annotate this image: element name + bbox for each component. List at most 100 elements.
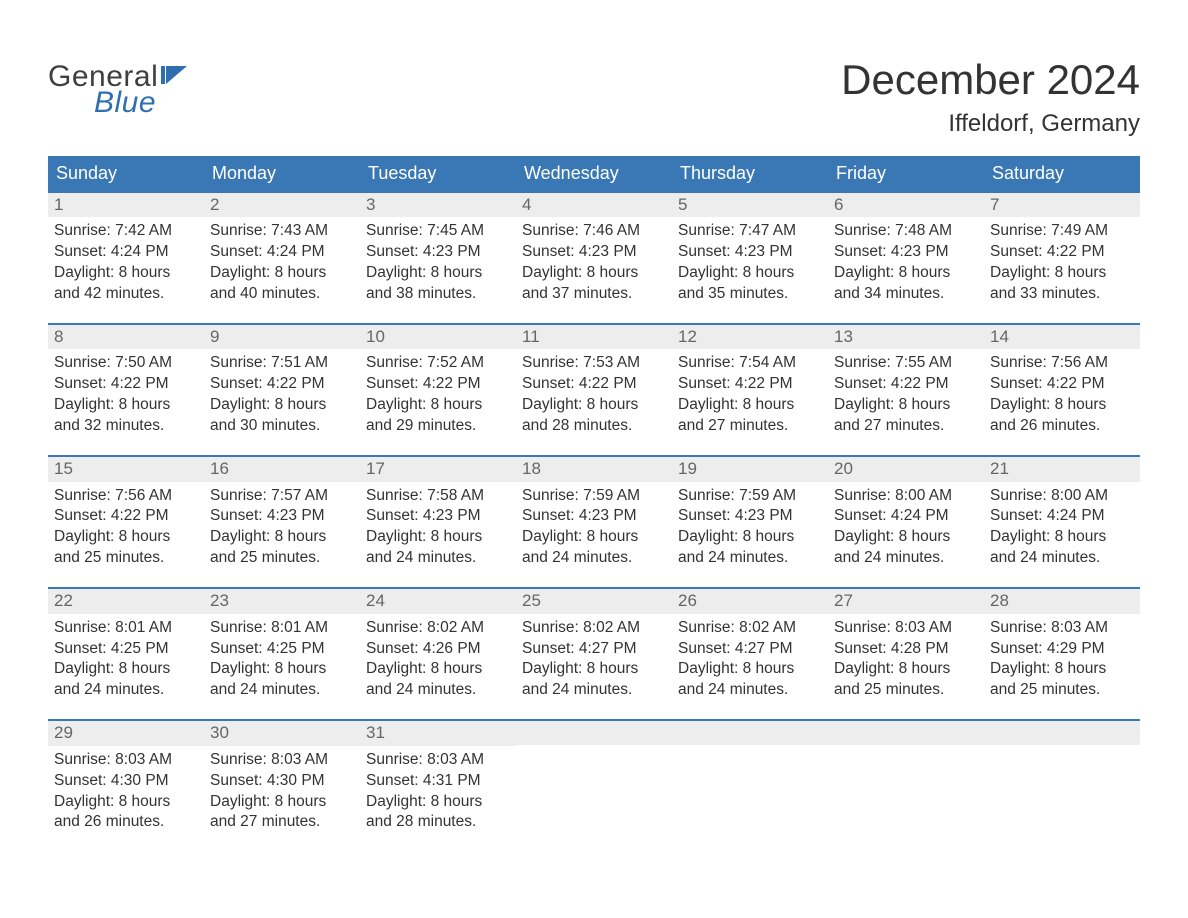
- day-number: 19: [672, 457, 828, 481]
- day-number: 21: [984, 457, 1140, 481]
- sunset-line: Sunset: 4:22 PM: [522, 374, 666, 395]
- sunrise-line: Sunrise: 8:00 AM: [834, 486, 978, 507]
- daylight-line-2: and 24 minutes.: [210, 680, 354, 701]
- day-number: 28: [984, 589, 1140, 613]
- day-number: 31: [360, 721, 516, 745]
- sunset-line: Sunset: 4:23 PM: [522, 506, 666, 527]
- sunrise-line: Sunrise: 7:57 AM: [210, 486, 354, 507]
- sunrise-line: Sunrise: 8:03 AM: [834, 618, 978, 639]
- sunrise-line: Sunrise: 7:55 AM: [834, 353, 978, 374]
- daylight-line-1: Daylight: 8 hours: [678, 395, 822, 416]
- logo: General Blue: [48, 48, 189, 120]
- day-body: Sunrise: 7:48 AMSunset: 4:23 PMDaylight:…: [828, 217, 984, 305]
- daylight-line-2: and 28 minutes.: [366, 812, 510, 833]
- weekday-header-cell: Saturday: [984, 156, 1140, 191]
- day-body: Sunrise: 7:59 AMSunset: 4:23 PMDaylight:…: [672, 482, 828, 570]
- sunrise-line: Sunrise: 7:45 AM: [366, 221, 510, 242]
- daylight-line-2: and 25 minutes.: [210, 548, 354, 569]
- sunset-line: Sunset: 4:31 PM: [366, 771, 510, 792]
- day-body: Sunrise: 8:03 AMSunset: 4:29 PMDaylight:…: [984, 614, 1140, 702]
- sunset-line: Sunset: 4:24 PM: [210, 242, 354, 263]
- daylight-line-1: Daylight: 8 hours: [678, 659, 822, 680]
- sunrise-line: Sunrise: 7:56 AM: [54, 486, 198, 507]
- day-body: Sunrise: 8:02 AMSunset: 4:27 PMDaylight:…: [672, 614, 828, 702]
- sunset-line: Sunset: 4:22 PM: [54, 506, 198, 527]
- daylight-line-1: Daylight: 8 hours: [210, 527, 354, 548]
- day-cell: 3Sunrise: 7:45 AMSunset: 4:23 PMDaylight…: [360, 193, 516, 305]
- daylight-line-1: Daylight: 8 hours: [366, 527, 510, 548]
- day-cell: 11Sunrise: 7:53 AMSunset: 4:22 PMDayligh…: [516, 325, 672, 437]
- day-cell: 26Sunrise: 8:02 AMSunset: 4:27 PMDayligh…: [672, 589, 828, 701]
- week-row: 22Sunrise: 8:01 AMSunset: 4:25 PMDayligh…: [48, 587, 1140, 701]
- sunset-line: Sunset: 4:28 PM: [834, 639, 978, 660]
- month-title: December 2024: [841, 56, 1140, 104]
- weekday-header-cell: Thursday: [672, 156, 828, 191]
- sunrise-line: Sunrise: 7:48 AM: [834, 221, 978, 242]
- weekday-header-cell: Wednesday: [516, 156, 672, 191]
- day-cell: 9Sunrise: 7:51 AMSunset: 4:22 PMDaylight…: [204, 325, 360, 437]
- day-number: 9: [204, 325, 360, 349]
- daylight-line-2: and 35 minutes.: [678, 284, 822, 305]
- day-number: 25: [516, 589, 672, 613]
- sunrise-line: Sunrise: 7:58 AM: [366, 486, 510, 507]
- day-body: Sunrise: 8:02 AMSunset: 4:27 PMDaylight:…: [516, 614, 672, 702]
- sunrise-line: Sunrise: 7:43 AM: [210, 221, 354, 242]
- header-row: General Blue December 2024 Iffeldorf, Ge…: [48, 48, 1140, 148]
- sunrise-line: Sunrise: 7:56 AM: [990, 353, 1134, 374]
- day-cell: 21Sunrise: 8:00 AMSunset: 4:24 PMDayligh…: [984, 457, 1140, 569]
- sunset-line: Sunset: 4:24 PM: [834, 506, 978, 527]
- day-number: 5: [672, 193, 828, 217]
- daylight-line-1: Daylight: 8 hours: [54, 395, 198, 416]
- daylight-line-2: and 37 minutes.: [522, 284, 666, 305]
- day-body: Sunrise: 7:52 AMSunset: 4:22 PMDaylight:…: [360, 349, 516, 437]
- sunrise-line: Sunrise: 7:46 AM: [522, 221, 666, 242]
- sunset-line: Sunset: 4:23 PM: [366, 242, 510, 263]
- sunrise-line: Sunrise: 7:52 AM: [366, 353, 510, 374]
- day-number: 4: [516, 193, 672, 217]
- day-number: 26: [672, 589, 828, 613]
- sunset-line: Sunset: 4:23 PM: [210, 506, 354, 527]
- daylight-line-2: and 24 minutes.: [366, 680, 510, 701]
- daylight-line-1: Daylight: 8 hours: [366, 263, 510, 284]
- day-cell: 24Sunrise: 8:02 AMSunset: 4:26 PMDayligh…: [360, 589, 516, 701]
- daylight-line-2: and 28 minutes.: [522, 416, 666, 437]
- sunset-line: Sunset: 4:23 PM: [834, 242, 978, 263]
- sunset-line: Sunset: 4:23 PM: [366, 506, 510, 527]
- day-body: Sunrise: 7:58 AMSunset: 4:23 PMDaylight:…: [360, 482, 516, 570]
- day-number: 22: [48, 589, 204, 613]
- day-number: 2: [204, 193, 360, 217]
- sunset-line: Sunset: 4:26 PM: [366, 639, 510, 660]
- sunset-line: Sunset: 4:30 PM: [210, 771, 354, 792]
- daylight-line-2: and 26 minutes.: [990, 416, 1134, 437]
- daylight-line-2: and 24 minutes.: [366, 548, 510, 569]
- day-cell: 31Sunrise: 8:03 AMSunset: 4:31 PMDayligh…: [360, 721, 516, 833]
- day-cell: 15Sunrise: 7:56 AMSunset: 4:22 PMDayligh…: [48, 457, 204, 569]
- day-cell: 29Sunrise: 8:03 AMSunset: 4:30 PMDayligh…: [48, 721, 204, 833]
- day-cell: 8Sunrise: 7:50 AMSunset: 4:22 PMDaylight…: [48, 325, 204, 437]
- day-body: Sunrise: 7:56 AMSunset: 4:22 PMDaylight:…: [48, 482, 204, 570]
- day-number: 3: [360, 193, 516, 217]
- daylight-line-1: Daylight: 8 hours: [210, 395, 354, 416]
- day-body: Sunrise: 8:02 AMSunset: 4:26 PMDaylight:…: [360, 614, 516, 702]
- weekday-header-row: SundayMondayTuesdayWednesdayThursdayFrid…: [48, 156, 1140, 191]
- sunset-line: Sunset: 4:22 PM: [366, 374, 510, 395]
- daylight-line-2: and 38 minutes.: [366, 284, 510, 305]
- daylight-line-2: and 26 minutes.: [54, 812, 198, 833]
- day-number: 20: [828, 457, 984, 481]
- day-number: 17: [360, 457, 516, 481]
- day-number: 12: [672, 325, 828, 349]
- daylight-line-1: Daylight: 8 hours: [834, 395, 978, 416]
- day-body: Sunrise: 7:59 AMSunset: 4:23 PMDaylight:…: [516, 482, 672, 570]
- day-cell: 28Sunrise: 8:03 AMSunset: 4:29 PMDayligh…: [984, 589, 1140, 701]
- day-body: Sunrise: 8:00 AMSunset: 4:24 PMDaylight:…: [828, 482, 984, 570]
- day-cell: 1Sunrise: 7:42 AMSunset: 4:24 PMDaylight…: [48, 193, 204, 305]
- sunrise-line: Sunrise: 8:02 AM: [522, 618, 666, 639]
- daylight-line-1: Daylight: 8 hours: [522, 527, 666, 548]
- day-cell: 27Sunrise: 8:03 AMSunset: 4:28 PMDayligh…: [828, 589, 984, 701]
- sunrise-line: Sunrise: 8:00 AM: [990, 486, 1134, 507]
- day-number: 6: [828, 193, 984, 217]
- day-body: Sunrise: 7:45 AMSunset: 4:23 PMDaylight:…: [360, 217, 516, 305]
- daylight-line-2: and 24 minutes.: [522, 680, 666, 701]
- sunrise-line: Sunrise: 8:03 AM: [366, 750, 510, 771]
- day-number: 24: [360, 589, 516, 613]
